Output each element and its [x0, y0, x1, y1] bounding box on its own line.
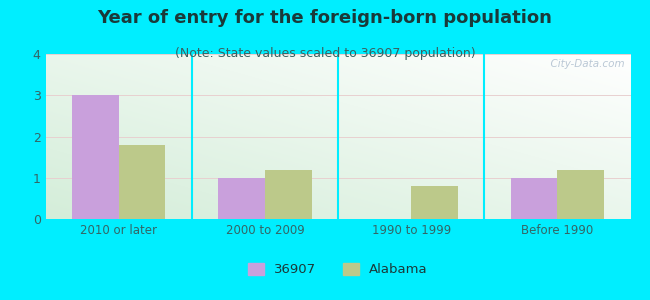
Bar [72, 95, 118, 219]
Bar [218, 178, 265, 219]
Bar [411, 186, 458, 219]
Bar [558, 169, 604, 219]
Text: City-Data.com: City-Data.com [544, 59, 625, 69]
Text: Year of entry for the foreign-born population: Year of entry for the foreign-born popul… [98, 9, 552, 27]
Text: (Note: State values scaled to 36907 population): (Note: State values scaled to 36907 popu… [175, 46, 475, 59]
Bar [265, 169, 311, 219]
Bar [118, 145, 165, 219]
Bar [510, 178, 557, 219]
Legend: 36907, Alabama: 36907, Alabama [242, 258, 434, 282]
